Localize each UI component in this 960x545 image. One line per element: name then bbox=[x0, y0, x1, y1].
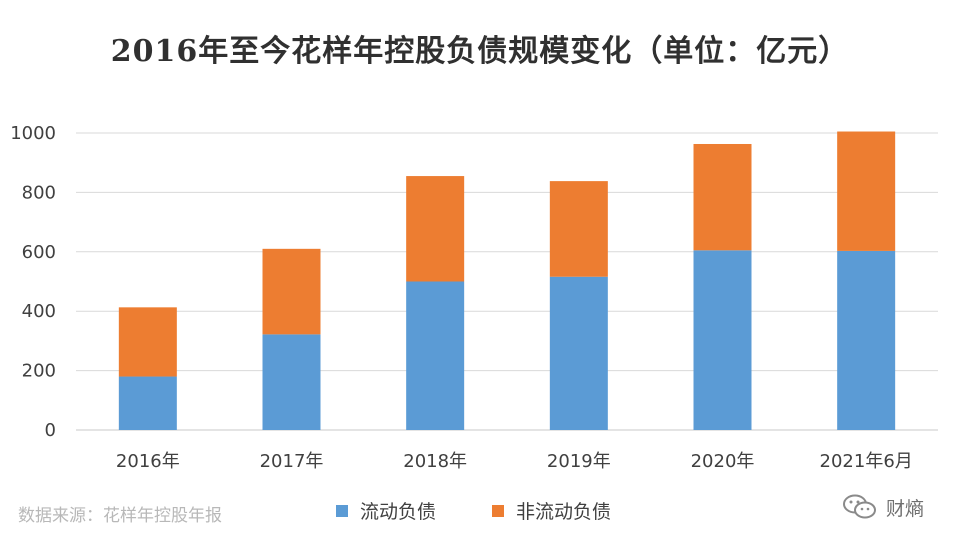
y-tick-label: 0 bbox=[45, 420, 56, 441]
watermark-text: 财熵 bbox=[885, 497, 924, 520]
watermark: 财熵 bbox=[842, 493, 924, 521]
bar-noncurrent bbox=[693, 143, 752, 251]
gridlines bbox=[76, 132, 938, 431]
x-tick-label: 2020年 bbox=[691, 451, 755, 472]
legend-label-noncurrent: 非流动负债 bbox=[516, 501, 612, 523]
bar-noncurrent bbox=[406, 176, 465, 282]
bar-current bbox=[118, 376, 177, 430]
y-tick-label: 200 bbox=[22, 361, 56, 382]
bar-current bbox=[406, 281, 465, 430]
x-tick-label: 2018年 bbox=[403, 451, 467, 472]
x-tick-label: 2016年 bbox=[116, 451, 180, 472]
bar-noncurrent bbox=[262, 248, 321, 335]
legend-swatch-current bbox=[336, 504, 348, 517]
legend-label-current: 流动负债 bbox=[360, 501, 437, 523]
bar-noncurrent bbox=[837, 131, 896, 251]
y-tick-label: 600 bbox=[22, 242, 56, 263]
x-axis-ticks: 2016年 2017年 2018年 2019年 2020年 2021年6月 bbox=[116, 451, 913, 472]
bar-current bbox=[693, 250, 752, 430]
y-tick-label: 800 bbox=[22, 182, 56, 203]
bar-current bbox=[837, 250, 896, 430]
bar-current bbox=[549, 276, 608, 430]
legend: 流动负债 非流动负债 bbox=[0, 497, 960, 525]
x-tick-label: 2017年 bbox=[260, 451, 324, 472]
legend-item-current: 流动负债 bbox=[336, 497, 436, 524]
x-tick-label: 2021年6月 bbox=[820, 451, 913, 472]
bars bbox=[118, 131, 896, 430]
y-axis-ticks: 0 200 400 600 800 1000 bbox=[10, 123, 56, 441]
bar-noncurrent bbox=[118, 307, 177, 377]
source-note: 数据来源：花样年控股年报 bbox=[18, 506, 222, 526]
bar-current bbox=[262, 334, 321, 430]
chart-title: 2016年至今花样年控股负债规模变化（单位：亿元） bbox=[110, 34, 850, 69]
y-tick-label: 1000 bbox=[10, 123, 56, 144]
bar-noncurrent bbox=[549, 181, 608, 277]
x-tick-label: 2019年 bbox=[547, 451, 611, 472]
wechat-icon bbox=[842, 494, 876, 519]
legend-swatch-noncurrent bbox=[492, 504, 504, 517]
legend-item-noncurrent: 非流动负债 bbox=[492, 497, 611, 524]
y-tick-label: 400 bbox=[22, 301, 56, 322]
